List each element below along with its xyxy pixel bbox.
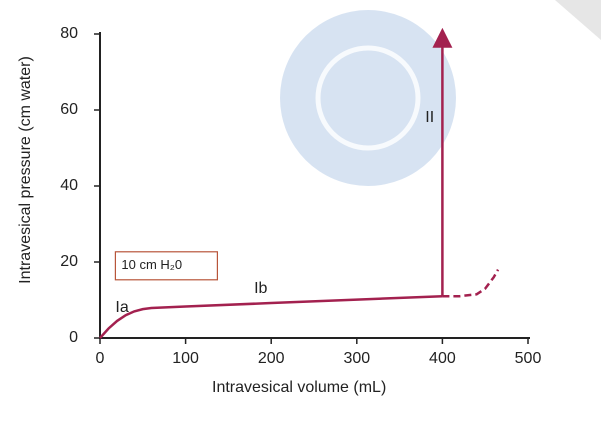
- curve-dashed: [442, 268, 500, 298]
- y-tick-label: 60: [60, 101, 78, 118]
- curve-solid: [99, 294, 443, 339]
- watermark-ring: [315, 45, 421, 151]
- annotation: Ia: [115, 299, 128, 316]
- y-tick-label: 80: [60, 25, 78, 42]
- annotation: Ib: [254, 280, 267, 297]
- x-tick-label: 400: [429, 350, 456, 367]
- x-tick-label: 100: [172, 350, 199, 367]
- x-axis-label: Intravesical volume (mL): [212, 379, 386, 396]
- y-tick-label: 20: [60, 253, 78, 270]
- label-box: [114, 251, 219, 281]
- y-tick-label: 40: [60, 177, 78, 194]
- y-tick-label: 0: [69, 329, 78, 346]
- x-tick-label: 0: [96, 350, 105, 367]
- box-label: 10 cm H₂0: [121, 257, 182, 272]
- annotation: II: [425, 109, 434, 126]
- watermark: [280, 10, 456, 186]
- corner-decoration: [555, 0, 601, 40]
- x-tick-label: 500: [515, 350, 542, 367]
- x-tick-label: 300: [343, 350, 370, 367]
- x-tick-label: 200: [258, 350, 285, 367]
- y-axis-label: Intravesical pressure (cm water): [17, 56, 34, 284]
